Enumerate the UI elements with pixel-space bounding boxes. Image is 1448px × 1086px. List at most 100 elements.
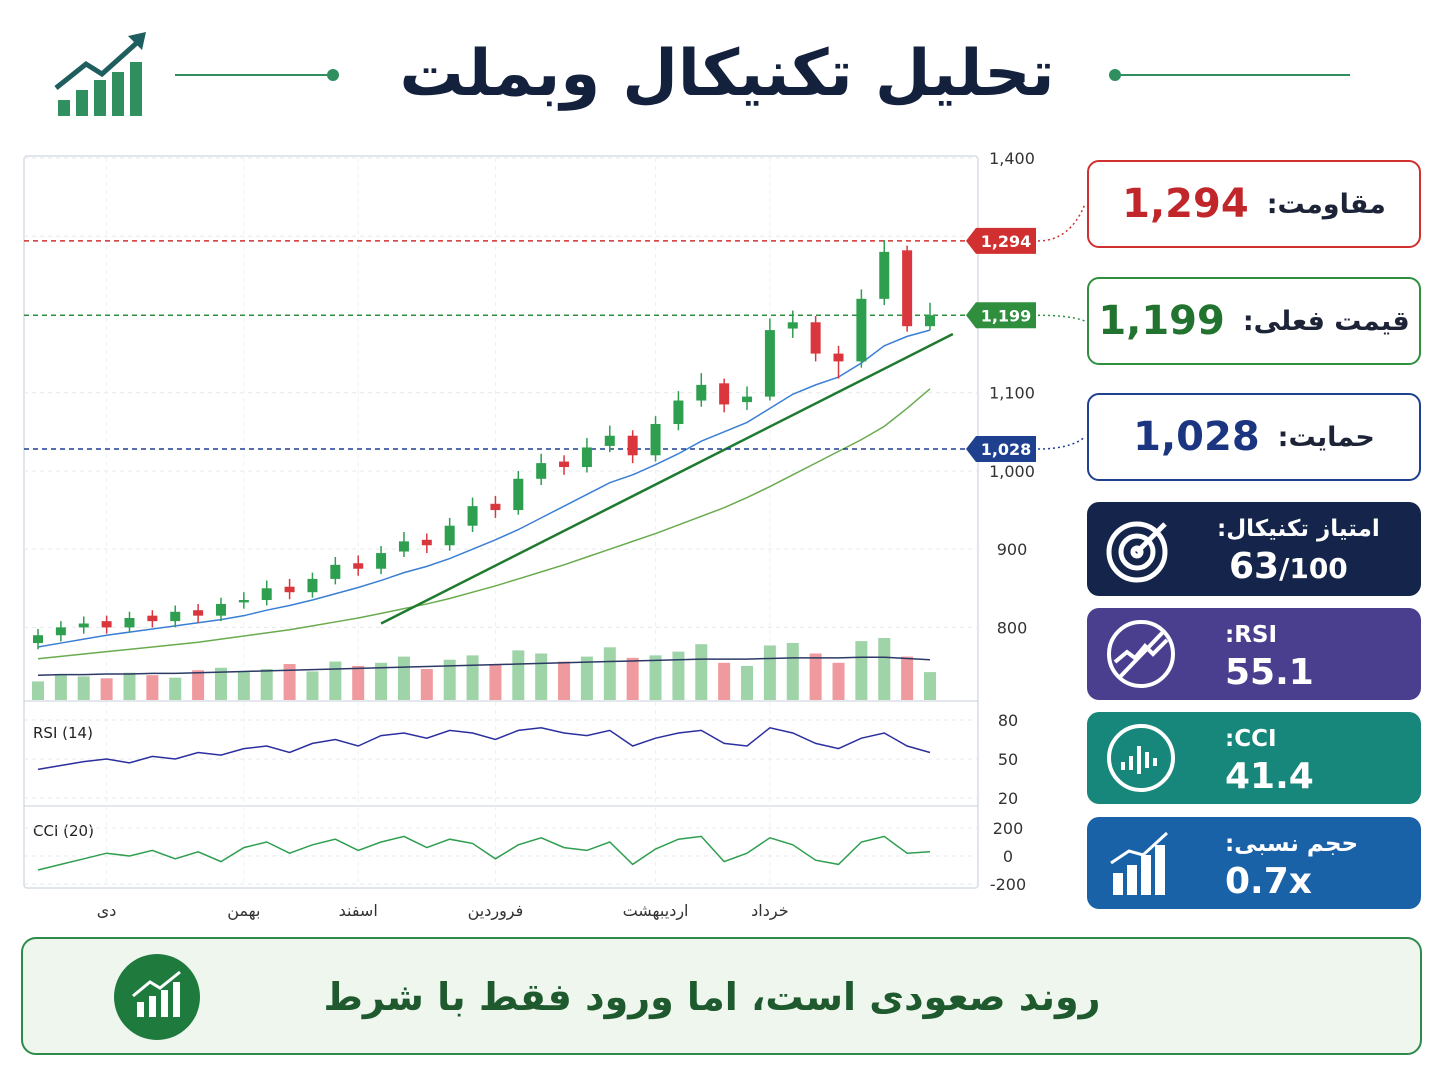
indicator-value: 0.7x xyxy=(1225,861,1312,902)
y-tick-label: 80 xyxy=(998,711,1018,730)
candle-body xyxy=(101,621,112,628)
card-label: مقاومت: xyxy=(1266,188,1386,220)
y-tick-label: 0 xyxy=(1003,847,1013,866)
score: 63 xyxy=(1229,546,1280,587)
trend-line xyxy=(380,332,954,625)
candle-body xyxy=(170,611,181,622)
volume-bar xyxy=(603,647,616,700)
candle-body xyxy=(513,478,524,511)
level-connector xyxy=(1037,436,1086,450)
volume-bar xyxy=(54,673,67,700)
volume-bar xyxy=(352,665,365,700)
volume-bar xyxy=(260,669,273,700)
volume-bar xyxy=(237,672,250,700)
candle-body xyxy=(55,627,66,636)
candle-body xyxy=(78,623,89,628)
header-icon xyxy=(54,32,146,116)
candle-body xyxy=(238,600,249,603)
volume-bar xyxy=(329,661,342,700)
volume-bar xyxy=(283,664,296,700)
volume-bar xyxy=(695,644,708,700)
footer-text: روند صعودی است، اما ورود فقط با شرط xyxy=(323,975,1100,1020)
indicator-line xyxy=(37,726,931,771)
volume-bar xyxy=(535,653,548,700)
card-label: حمایت: xyxy=(1277,421,1375,453)
y-tick-label: 200 xyxy=(993,819,1024,838)
footer-icon xyxy=(114,954,200,1040)
volume-bar xyxy=(878,638,891,700)
candle-body xyxy=(307,578,318,593)
level-tag xyxy=(966,227,1036,254)
y-tick-label: 50 xyxy=(998,750,1018,769)
volume-bar xyxy=(924,672,936,700)
indicator-label: RSI: xyxy=(1225,622,1278,648)
cci-icon xyxy=(1107,724,1175,792)
x-tick-label: اسفند xyxy=(339,901,378,920)
candle-body xyxy=(787,322,798,329)
volume-bar xyxy=(169,677,182,700)
candle-body xyxy=(696,384,707,401)
candle-body xyxy=(215,603,226,616)
indicator-line xyxy=(37,835,931,871)
candle-body xyxy=(581,447,592,468)
moving-average xyxy=(37,388,931,660)
indicator-label: حجم نسبی: xyxy=(1225,831,1359,857)
moving-average xyxy=(37,329,931,648)
y-tick-label: 20 xyxy=(998,789,1018,808)
panel-title: RSI (14) xyxy=(33,724,93,742)
volume-bar xyxy=(741,665,754,700)
support-card: حمایت: 1,028 xyxy=(1087,393,1421,481)
candle-body xyxy=(33,635,43,644)
level-tag-label: 1,199 xyxy=(981,306,1032,325)
candle-body xyxy=(284,586,295,593)
candle-body xyxy=(627,435,638,456)
candle-body xyxy=(673,400,684,424)
volume-ma xyxy=(37,656,931,676)
volume-bar xyxy=(489,664,502,700)
volume-card: حجم نسبی: 0.7x xyxy=(1087,817,1421,909)
candle-body xyxy=(879,251,890,299)
volume-bar xyxy=(146,675,159,700)
volume-bar xyxy=(77,676,90,700)
target-icon xyxy=(1106,521,1168,583)
candle-body xyxy=(490,503,501,511)
volume-icon xyxy=(1110,831,1169,895)
resistance-card: مقاومت: 1,294 xyxy=(1087,160,1421,248)
volume-bar xyxy=(558,661,571,700)
volume-bar xyxy=(580,656,593,700)
cci-card: CCI: 41.4 xyxy=(1087,712,1421,804)
level-connector xyxy=(1037,203,1086,242)
candle-body xyxy=(444,525,455,546)
candle-body xyxy=(902,250,913,327)
volume-bar xyxy=(32,681,44,700)
y-tick-label: 1,100 xyxy=(989,384,1035,403)
volume-bar xyxy=(672,651,685,700)
candle-body xyxy=(925,315,935,327)
volume-bar xyxy=(420,669,433,700)
title: تحلیل تکنیکال وبملت xyxy=(400,37,1055,111)
candle-body xyxy=(559,461,570,468)
y-tick-label: 800 xyxy=(997,618,1028,637)
volume-bar xyxy=(718,662,731,700)
candle-body xyxy=(124,618,135,628)
volume-bar xyxy=(832,662,845,700)
header-dot xyxy=(327,69,339,81)
candle-body xyxy=(147,615,158,622)
candle-body xyxy=(536,463,547,479)
y-tick-label: -200 xyxy=(990,875,1026,894)
volume-bar xyxy=(786,642,799,700)
indicator-value: 63/100 xyxy=(1229,546,1348,587)
footer-icon-glyph xyxy=(132,970,181,1017)
chart-frame xyxy=(23,155,979,889)
volume-bar xyxy=(626,657,639,700)
volume-bar xyxy=(192,670,205,700)
volume-bar xyxy=(214,667,227,700)
volume-bar xyxy=(123,672,136,700)
candle-body xyxy=(742,396,753,403)
x-tick-label: خرداد xyxy=(751,901,788,921)
level-tag xyxy=(966,302,1036,329)
candle-body xyxy=(833,353,844,362)
y-tick-label: 1,000 xyxy=(989,462,1035,481)
x-tick-label: بهمن xyxy=(227,901,260,921)
